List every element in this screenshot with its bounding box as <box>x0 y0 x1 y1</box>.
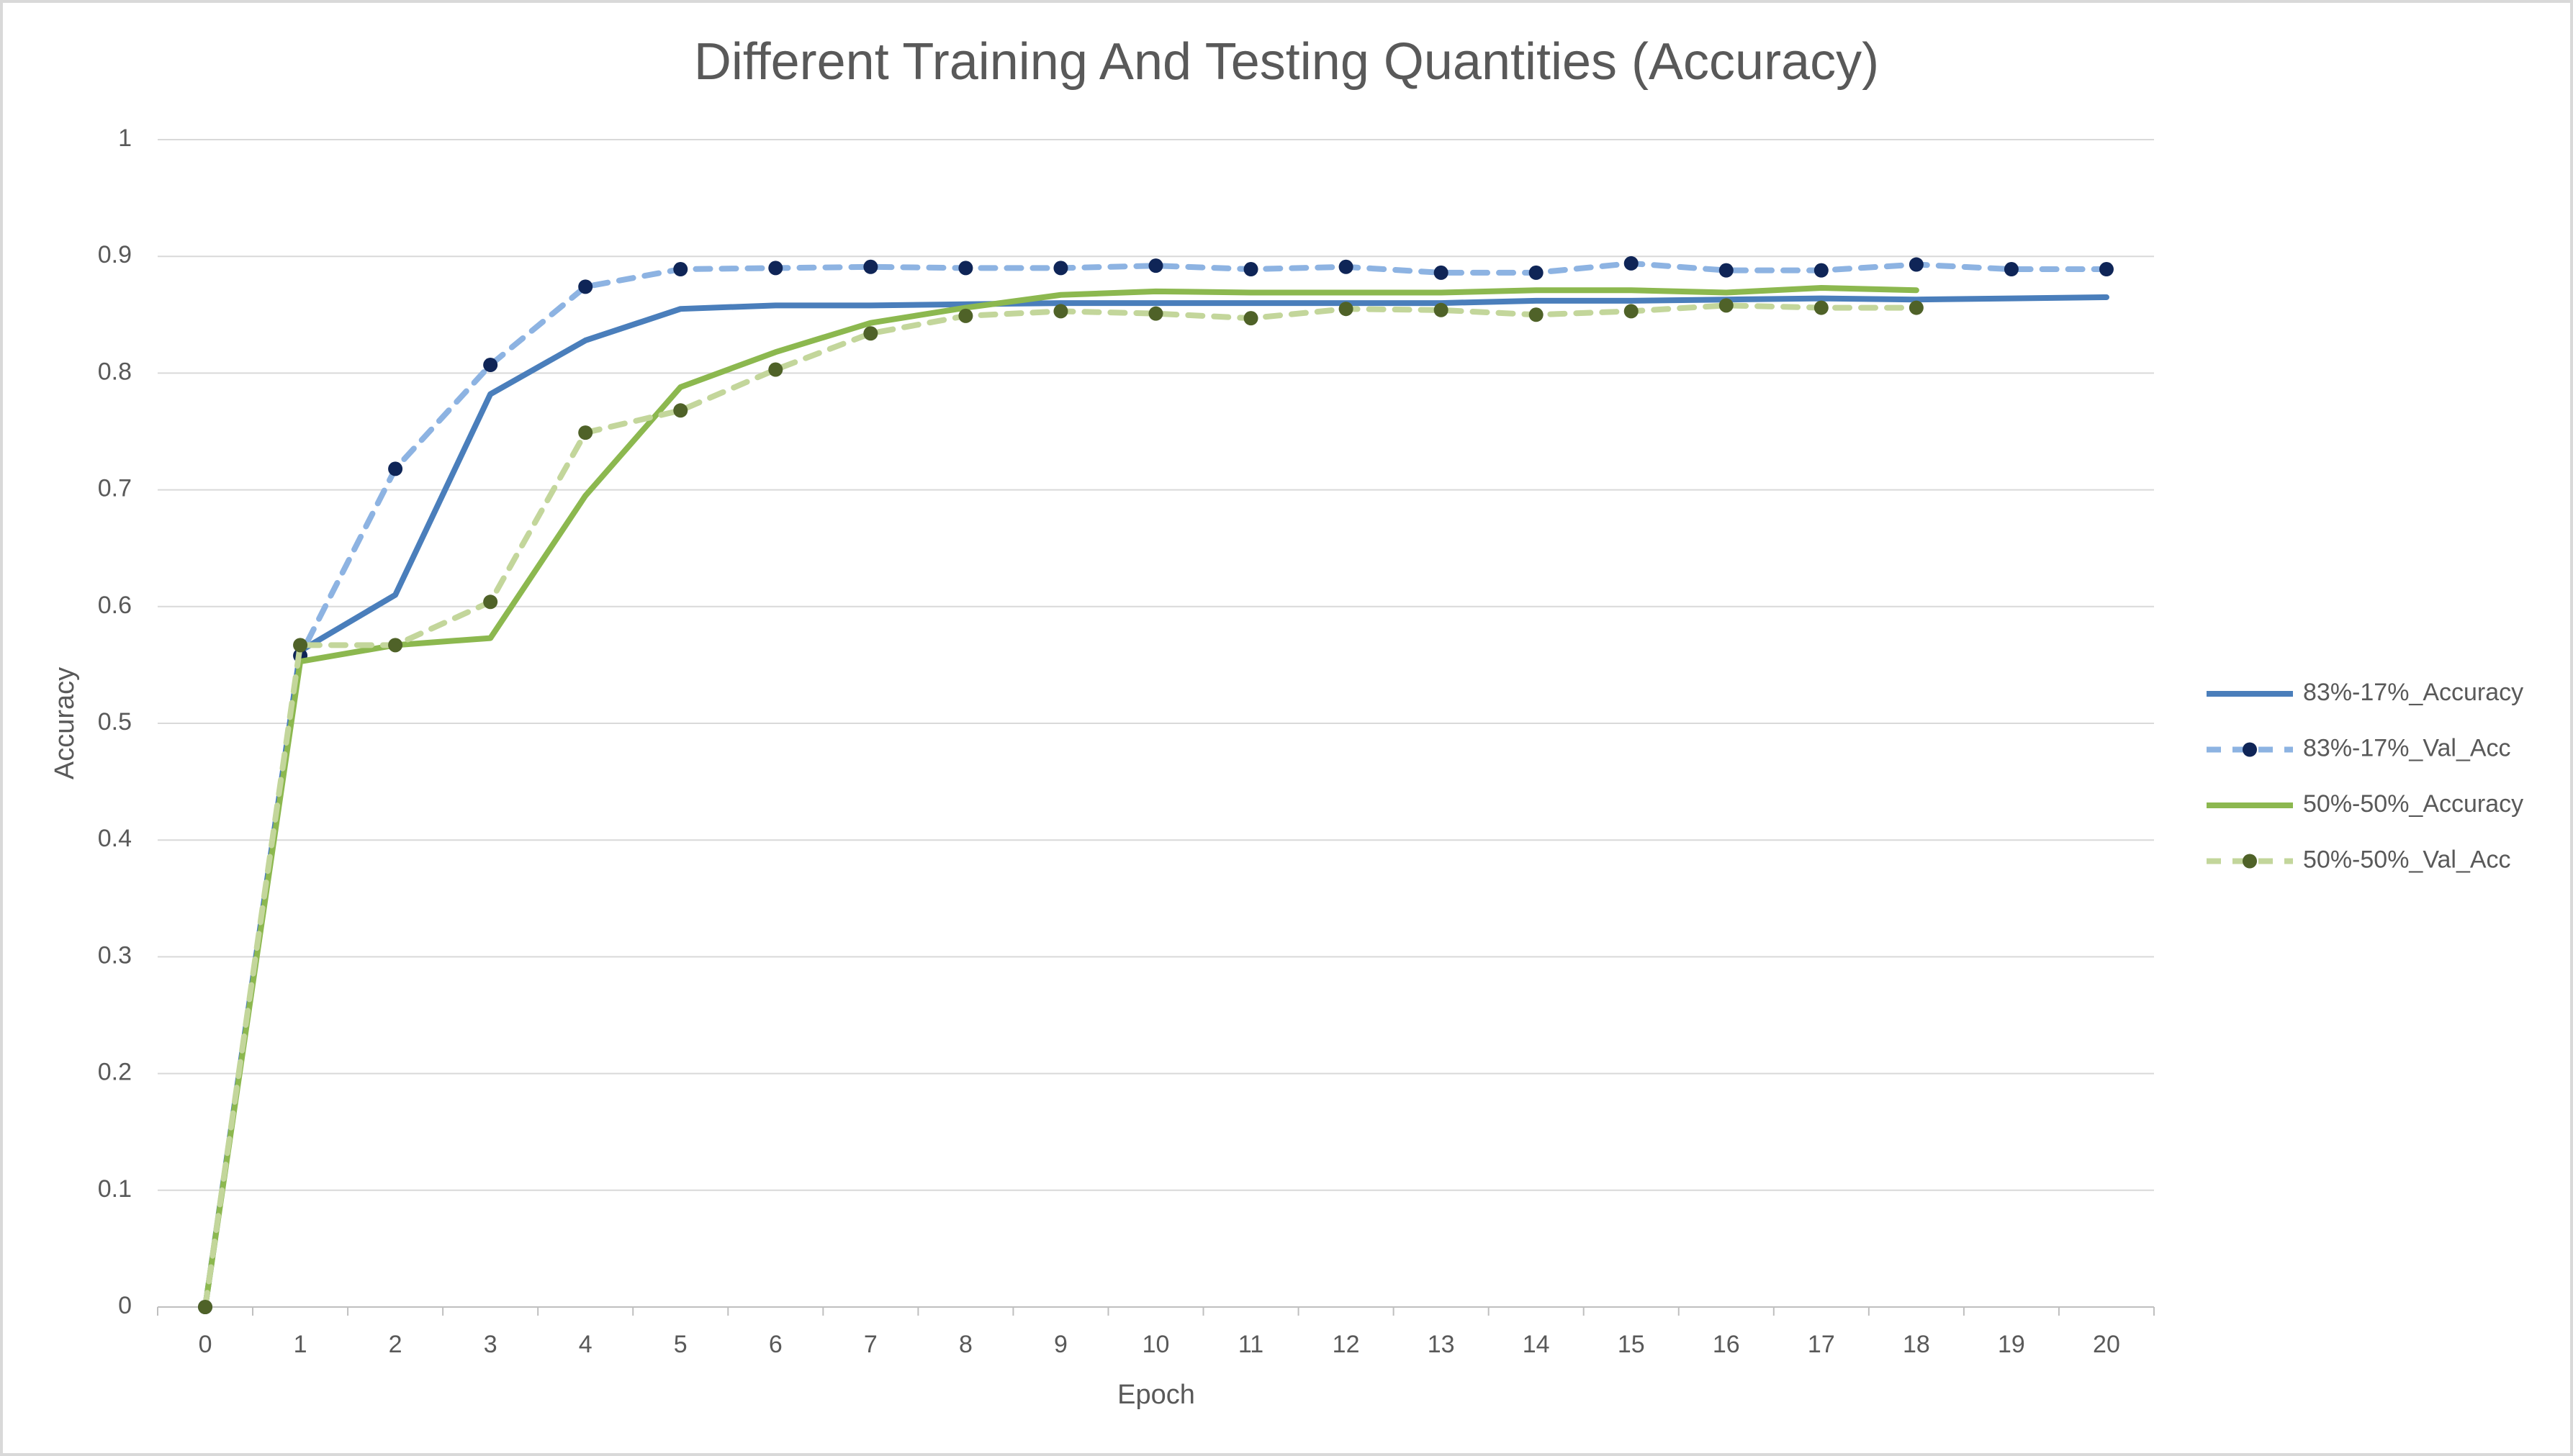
data-point <box>388 638 403 653</box>
data-point <box>293 638 308 653</box>
x-tick-label: 5 <box>674 1331 688 1358</box>
data-point <box>1718 298 1734 313</box>
x-tick-label: 18 <box>1903 1331 1930 1358</box>
data-point <box>1433 302 1448 317</box>
data-point <box>673 403 688 418</box>
data-point <box>1433 265 1448 280</box>
x-tick-label: 1 <box>294 1331 307 1358</box>
x-tick-label: 8 <box>959 1331 973 1358</box>
data-point <box>1243 262 1258 277</box>
data-point <box>1053 304 1068 319</box>
data-point <box>1623 256 1639 271</box>
y-tick-label: 0 <box>118 1292 132 1319</box>
data-point <box>958 261 973 276</box>
legend-label: 50%-50%_Val_Acc <box>2303 846 2511 873</box>
y-axis-label: Accuracy <box>50 667 80 779</box>
x-tick-label: 13 <box>1428 1331 1455 1358</box>
x-tick-label: 20 <box>2093 1331 2120 1358</box>
chart-title: Different Training And Testing Quantitie… <box>694 33 1879 91</box>
data-point <box>1718 263 1734 278</box>
x-tick-label: 19 <box>1998 1331 2025 1358</box>
data-point <box>673 262 688 277</box>
legend-label: 83%-17%_Accuracy <box>2303 679 2523 706</box>
x-tick-label: 2 <box>389 1331 402 1358</box>
x-tick-label: 3 <box>484 1331 497 1358</box>
data-point <box>578 425 593 440</box>
data-point <box>388 461 403 476</box>
x-tick-label: 11 <box>1238 1331 1263 1358</box>
y-tick-label: 0.8 <box>98 358 132 385</box>
x-tick-label: 12 <box>1333 1331 1360 1358</box>
x-tick-label: 10 <box>1143 1331 1170 1358</box>
series-line <box>202 284 1919 1310</box>
x-tick-label: 0 <box>199 1331 212 1358</box>
x-tick-label: 4 <box>579 1331 592 1358</box>
data-point <box>1909 300 1924 315</box>
x-tick-label: 16 <box>1713 1331 1740 1358</box>
data-point <box>1338 302 1353 317</box>
data-point <box>1053 261 1068 276</box>
data-point <box>578 279 593 294</box>
data-point <box>1338 259 1353 274</box>
x-tick-label: 14 <box>1523 1331 1550 1358</box>
y-tick-label: 0.7 <box>98 475 132 502</box>
y-tick-label: 1 <box>118 125 132 152</box>
legend-marker <box>2243 742 2257 757</box>
legend-label: 50%-50%_Accuracy <box>2303 790 2523 818</box>
data-point <box>1243 311 1258 326</box>
y-tick-label: 0.2 <box>98 1059 132 1086</box>
y-tick-label: 0.3 <box>98 941 132 969</box>
data-point <box>958 308 973 323</box>
x-tick-label: 7 <box>864 1331 878 1358</box>
data-point <box>1528 307 1544 322</box>
data-point <box>768 362 783 377</box>
data-point <box>2004 262 2019 277</box>
y-tick-label: 0.9 <box>98 241 132 268</box>
x-tick-label: 6 <box>769 1331 783 1358</box>
y-tick-label: 0.4 <box>98 825 132 852</box>
data-point <box>1148 258 1163 273</box>
y-tick-label: 0.6 <box>98 592 132 619</box>
data-point <box>863 259 878 274</box>
legend-label: 83%-17%_Val_Acc <box>2303 734 2511 761</box>
legend-marker <box>2243 854 2257 869</box>
x-tick-label: 17 <box>1808 1331 1835 1358</box>
series-line <box>202 294 2109 1310</box>
x-axis-label: Epoch <box>1117 1380 1195 1410</box>
y-tick-label: 0.1 <box>98 1175 132 1203</box>
data-point <box>1909 257 1924 272</box>
x-tick-label: 9 <box>1054 1331 1068 1358</box>
data-point <box>483 358 498 373</box>
data-point <box>1813 300 1829 315</box>
data-point <box>768 261 783 276</box>
series-line <box>202 260 2109 1310</box>
data-point <box>198 1300 213 1314</box>
y-tick-label: 0.5 <box>98 708 132 736</box>
data-point <box>1148 306 1163 321</box>
data-point <box>2099 262 2114 277</box>
data-point <box>1528 265 1544 280</box>
data-point <box>1623 304 1639 319</box>
data-point <box>863 326 878 341</box>
x-tick-label: 15 <box>1618 1331 1645 1358</box>
data-point <box>483 594 498 610</box>
data-point <box>1813 263 1829 278</box>
